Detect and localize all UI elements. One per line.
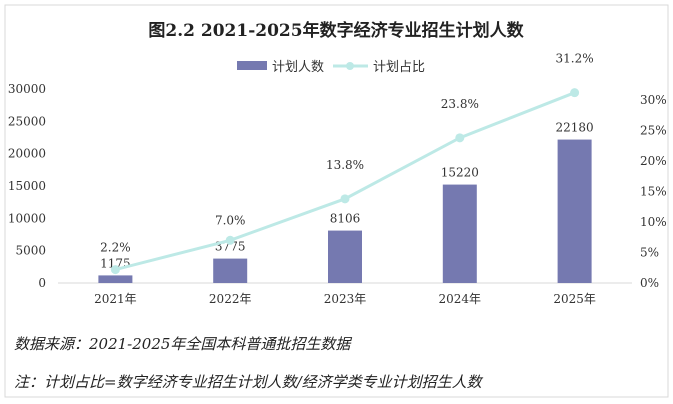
line-point xyxy=(455,133,465,143)
formula-note: 注：计划占比=数字经济专业招生计划人数/经济学类专业计划招生人数 xyxy=(14,373,482,391)
right-tick-label: 20% xyxy=(640,154,667,168)
right-tick-label: 15% xyxy=(640,185,667,199)
left-tick-label: 10000 xyxy=(8,211,46,225)
line-data-label: 23.8% xyxy=(441,97,479,111)
line-data-label: 13.8% xyxy=(326,158,364,172)
bar xyxy=(213,258,248,283)
left-tick-label: 0 xyxy=(38,276,46,290)
legend-bar-swatch xyxy=(237,61,267,70)
line-data-label: 2.2% xyxy=(100,241,131,255)
x-tick-label: 2023年 xyxy=(324,292,367,306)
legend: 计划人数 计划占比 xyxy=(237,60,425,75)
line-point xyxy=(570,88,580,98)
line-point xyxy=(225,235,235,245)
x-tick-label: 2021年 xyxy=(94,292,137,306)
bar-data-label: 8106 xyxy=(330,212,361,226)
bar xyxy=(328,230,362,283)
x-tick-label: 2022年 xyxy=(209,292,252,306)
bar xyxy=(98,275,133,283)
chart-border xyxy=(4,4,669,398)
right-tick-label: 5% xyxy=(640,246,659,260)
left-tick-label: 15000 xyxy=(8,179,46,193)
x-tick-label: 2024年 xyxy=(439,292,482,306)
legend-bar-label: 计划人数 xyxy=(272,60,324,75)
right-tick-label: 25% xyxy=(640,124,667,138)
line-point xyxy=(110,265,120,275)
legend-line-label: 计划占比 xyxy=(373,60,425,75)
left-tick-label: 20000 xyxy=(8,147,46,161)
line-data-label: 7.0% xyxy=(215,213,246,227)
right-tick-label: 30% xyxy=(640,93,667,107)
line-point xyxy=(340,194,350,204)
line-data-label: 31.2% xyxy=(556,52,594,66)
chart-title: 图2.2 2021-2025年数字经济专业招生计划人数 xyxy=(148,20,524,41)
left-tick-label: 5000 xyxy=(15,244,46,258)
bar xyxy=(557,139,592,283)
source-note: 数据来源：2021-2025年全国本科普通批招生数据 xyxy=(14,335,351,353)
x-tick-label: 2025年 xyxy=(553,292,596,306)
left-tick-label: 30000 xyxy=(8,82,46,96)
left-tick-label: 25000 xyxy=(8,114,46,128)
bar-data-label: 22180 xyxy=(556,121,594,135)
right-tick-label: 0% xyxy=(640,276,659,290)
legend-line-marker xyxy=(346,62,354,70)
bar xyxy=(442,184,477,283)
right-tick-label: 10% xyxy=(640,215,667,229)
bar-data-label: 15220 xyxy=(441,166,479,180)
